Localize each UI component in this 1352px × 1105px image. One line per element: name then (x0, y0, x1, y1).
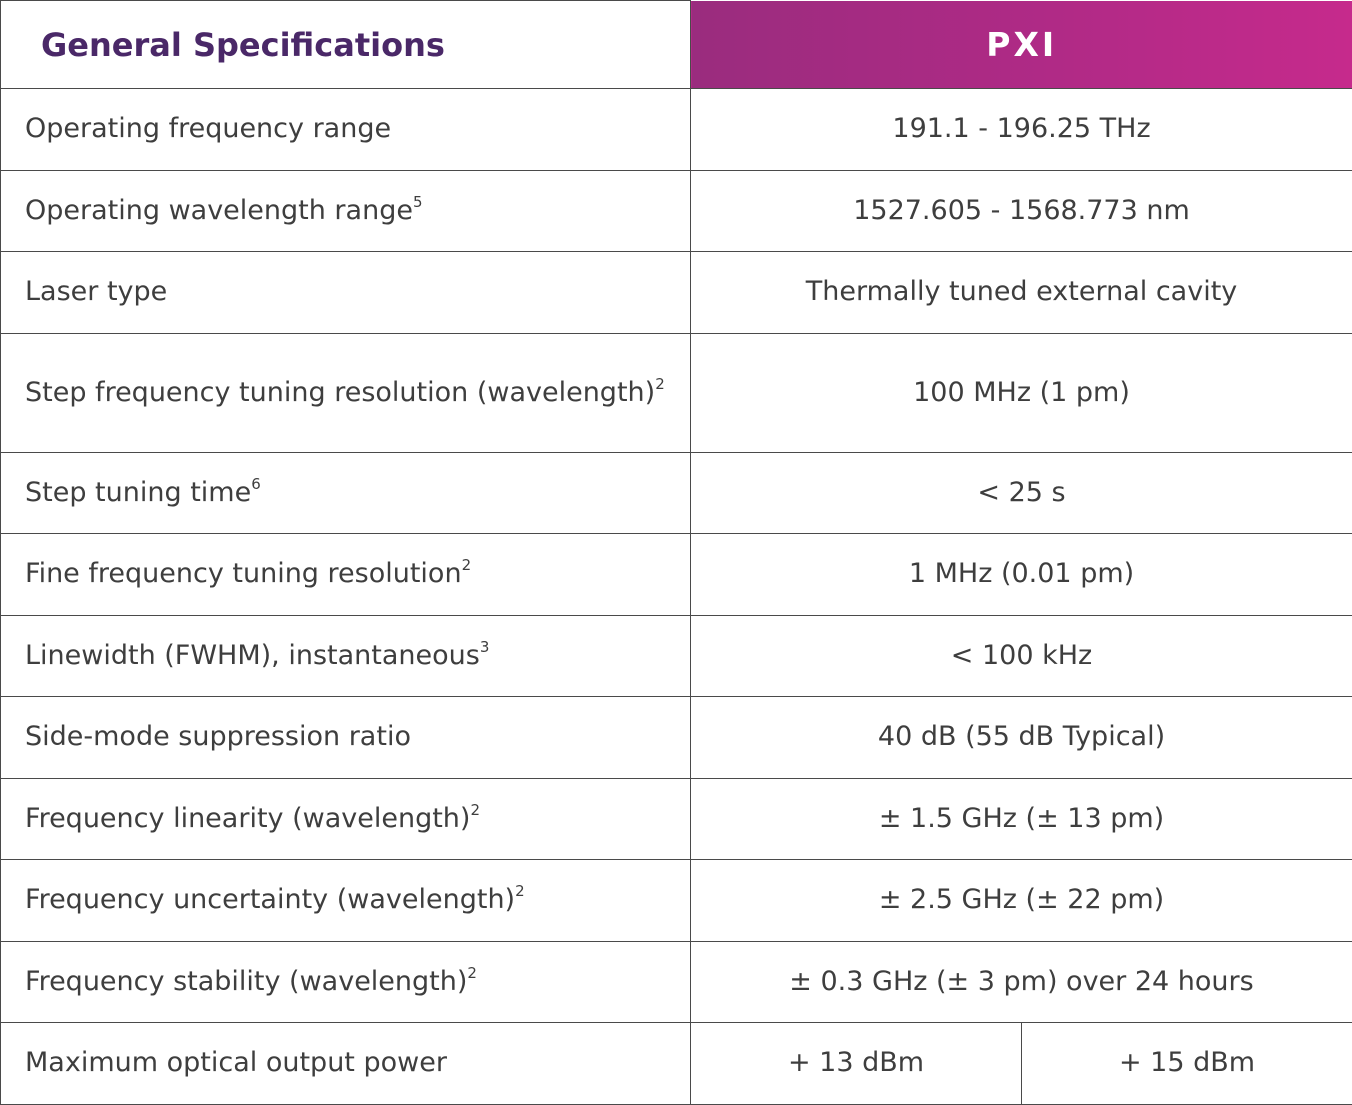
spec-value: ± 1.5 GHz (± 13 pm) (691, 778, 1352, 860)
table-row: Step tuning time6 < 25 s (1, 452, 1352, 534)
table-row: Frequency uncertainty (wavelength)2 ± 2.… (1, 860, 1352, 942)
table-row: Frequency linearity (wavelength)2 ± 1.5 … (1, 778, 1352, 860)
table-row: Step frequency tuning resolution (wavele… (1, 333, 1352, 452)
spec-value: 1 MHz (0.01 pm) (691, 534, 1352, 616)
spec-label: Frequency linearity (wavelength)2 (1, 778, 691, 860)
table-row: Linewidth (FWHM), instantaneous3 < 100 k… (1, 615, 1352, 697)
spec-value: 1527.605 - 1568.773 nm (691, 170, 1352, 252)
spec-label: Linewidth (FWHM), instantaneous3 (1, 615, 691, 697)
table-row: Laser type Thermally tuned external cavi… (1, 252, 1352, 334)
spec-value: ± 2.5 GHz (± 22 pm) (691, 860, 1352, 942)
table-row: Operating wavelength range5 1527.605 - 1… (1, 170, 1352, 252)
spec-label: Fine frequency tuning resolution2 (1, 534, 691, 616)
spec-value: ± 0.3 GHz (± 3 pm) over 24 hours (691, 941, 1352, 1023)
table-row: Side-mode suppression ratio 40 dB (55 dB… (1, 697, 1352, 779)
spec-value: Thermally tuned external cavity (691, 252, 1352, 334)
spec-value-b: + 15 dBm (1022, 1023, 1352, 1105)
table-header-row: General Specifications PXI (1, 1, 1352, 89)
spec-label: Step frequency tuning resolution (wavele… (1, 333, 691, 452)
table-title: General Specifications (1, 1, 691, 89)
table-row: Fine frequency tuning resolution2 1 MHz … (1, 534, 1352, 616)
spec-label: Operating wavelength range5 (1, 170, 691, 252)
spec-label: Operating frequency range (1, 89, 691, 171)
spec-label: Laser type (1, 252, 691, 334)
spec-label: Step tuning time6 (1, 452, 691, 534)
table-row: Operating frequency range 191.1 - 196.25… (1, 89, 1352, 171)
spec-label: Side-mode suppression ratio (1, 697, 691, 779)
spec-value: < 100 kHz (691, 615, 1352, 697)
spec-value: 40 dB (55 dB Typical) (691, 697, 1352, 779)
spec-label: Frequency stability (wavelength)2 (1, 941, 691, 1023)
spec-value: 100 MHz (1 pm) (691, 333, 1352, 452)
product-column-header: PXI (691, 1, 1352, 89)
table-row: Frequency stability (wavelength)2 ± 0.3 … (1, 941, 1352, 1023)
spec-label: Maximum optical output power (1, 1023, 691, 1105)
table-row-output-power: Maximum optical output power + 13 dBm + … (1, 1023, 1352, 1105)
spec-value: 191.1 - 196.25 THz (691, 89, 1352, 171)
spec-value: < 25 s (691, 452, 1352, 534)
spec-label: Frequency uncertainty (wavelength)2 (1, 860, 691, 942)
spec-value-a: + 13 dBm (691, 1023, 1022, 1105)
